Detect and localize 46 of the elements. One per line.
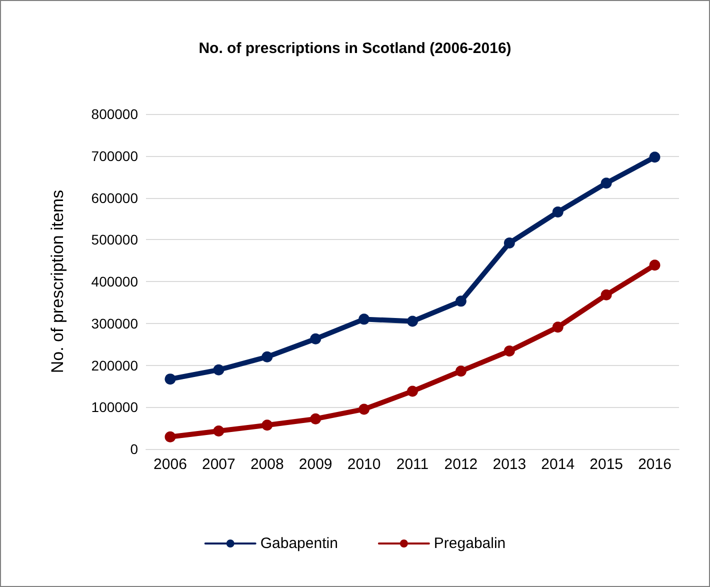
y-axis-title: No. of prescription items — [48, 190, 67, 374]
point — [358, 314, 370, 325]
legend-label: Gabapentin — [260, 535, 338, 552]
point — [407, 386, 418, 397]
point — [649, 260, 660, 271]
point — [358, 404, 370, 415]
y-tick-label: 600000 — [91, 190, 138, 206]
point — [164, 431, 176, 442]
point — [213, 364, 224, 376]
y-tick-label: 200000 — [91, 357, 138, 374]
point — [262, 351, 273, 362]
y-tick-label: 100000 — [91, 399, 138, 416]
x-tick-label: 2008 — [250, 456, 284, 473]
point — [552, 322, 564, 333]
y-tick-label: 700000 — [91, 148, 138, 164]
x-tick-label: 2006 — [154, 456, 187, 473]
point — [310, 413, 322, 424]
point — [552, 206, 564, 218]
y-tick-label: 400000 — [91, 274, 138, 290]
x-tick-label: 2016 — [638, 456, 672, 473]
x-tick-label: 2015 — [590, 456, 624, 473]
y-tick-label: 800000 — [91, 106, 138, 122]
x-tick-label: 2007 — [202, 456, 236, 473]
x-tick-label: 2013 — [492, 456, 526, 473]
point — [504, 237, 515, 248]
point — [455, 366, 466, 377]
x-tick-label: 2010 — [347, 456, 381, 473]
point — [504, 346, 515, 357]
x-tick-label: 2012 — [444, 456, 478, 473]
point — [649, 152, 660, 163]
point — [455, 296, 466, 307]
point — [262, 420, 273, 431]
y-tick-label: 500000 — [91, 232, 138, 248]
point — [600, 289, 612, 300]
x-tick-label: 2011 — [396, 456, 429, 473]
y-tick-label: 300000 — [91, 315, 138, 332]
point — [164, 374, 176, 385]
x-tick-label: 2009 — [298, 456, 332, 473]
point — [407, 316, 418, 327]
y-tick-label: 0 — [130, 441, 138, 457]
point — [310, 333, 322, 344]
x-tick-label: 2014 — [541, 456, 575, 473]
legend-label: Pregabalin — [434, 535, 506, 552]
chart-title: No. of prescriptions in Scotland (2006-2016) — [198, 40, 512, 57]
point — [600, 178, 612, 189]
point — [213, 425, 224, 436]
